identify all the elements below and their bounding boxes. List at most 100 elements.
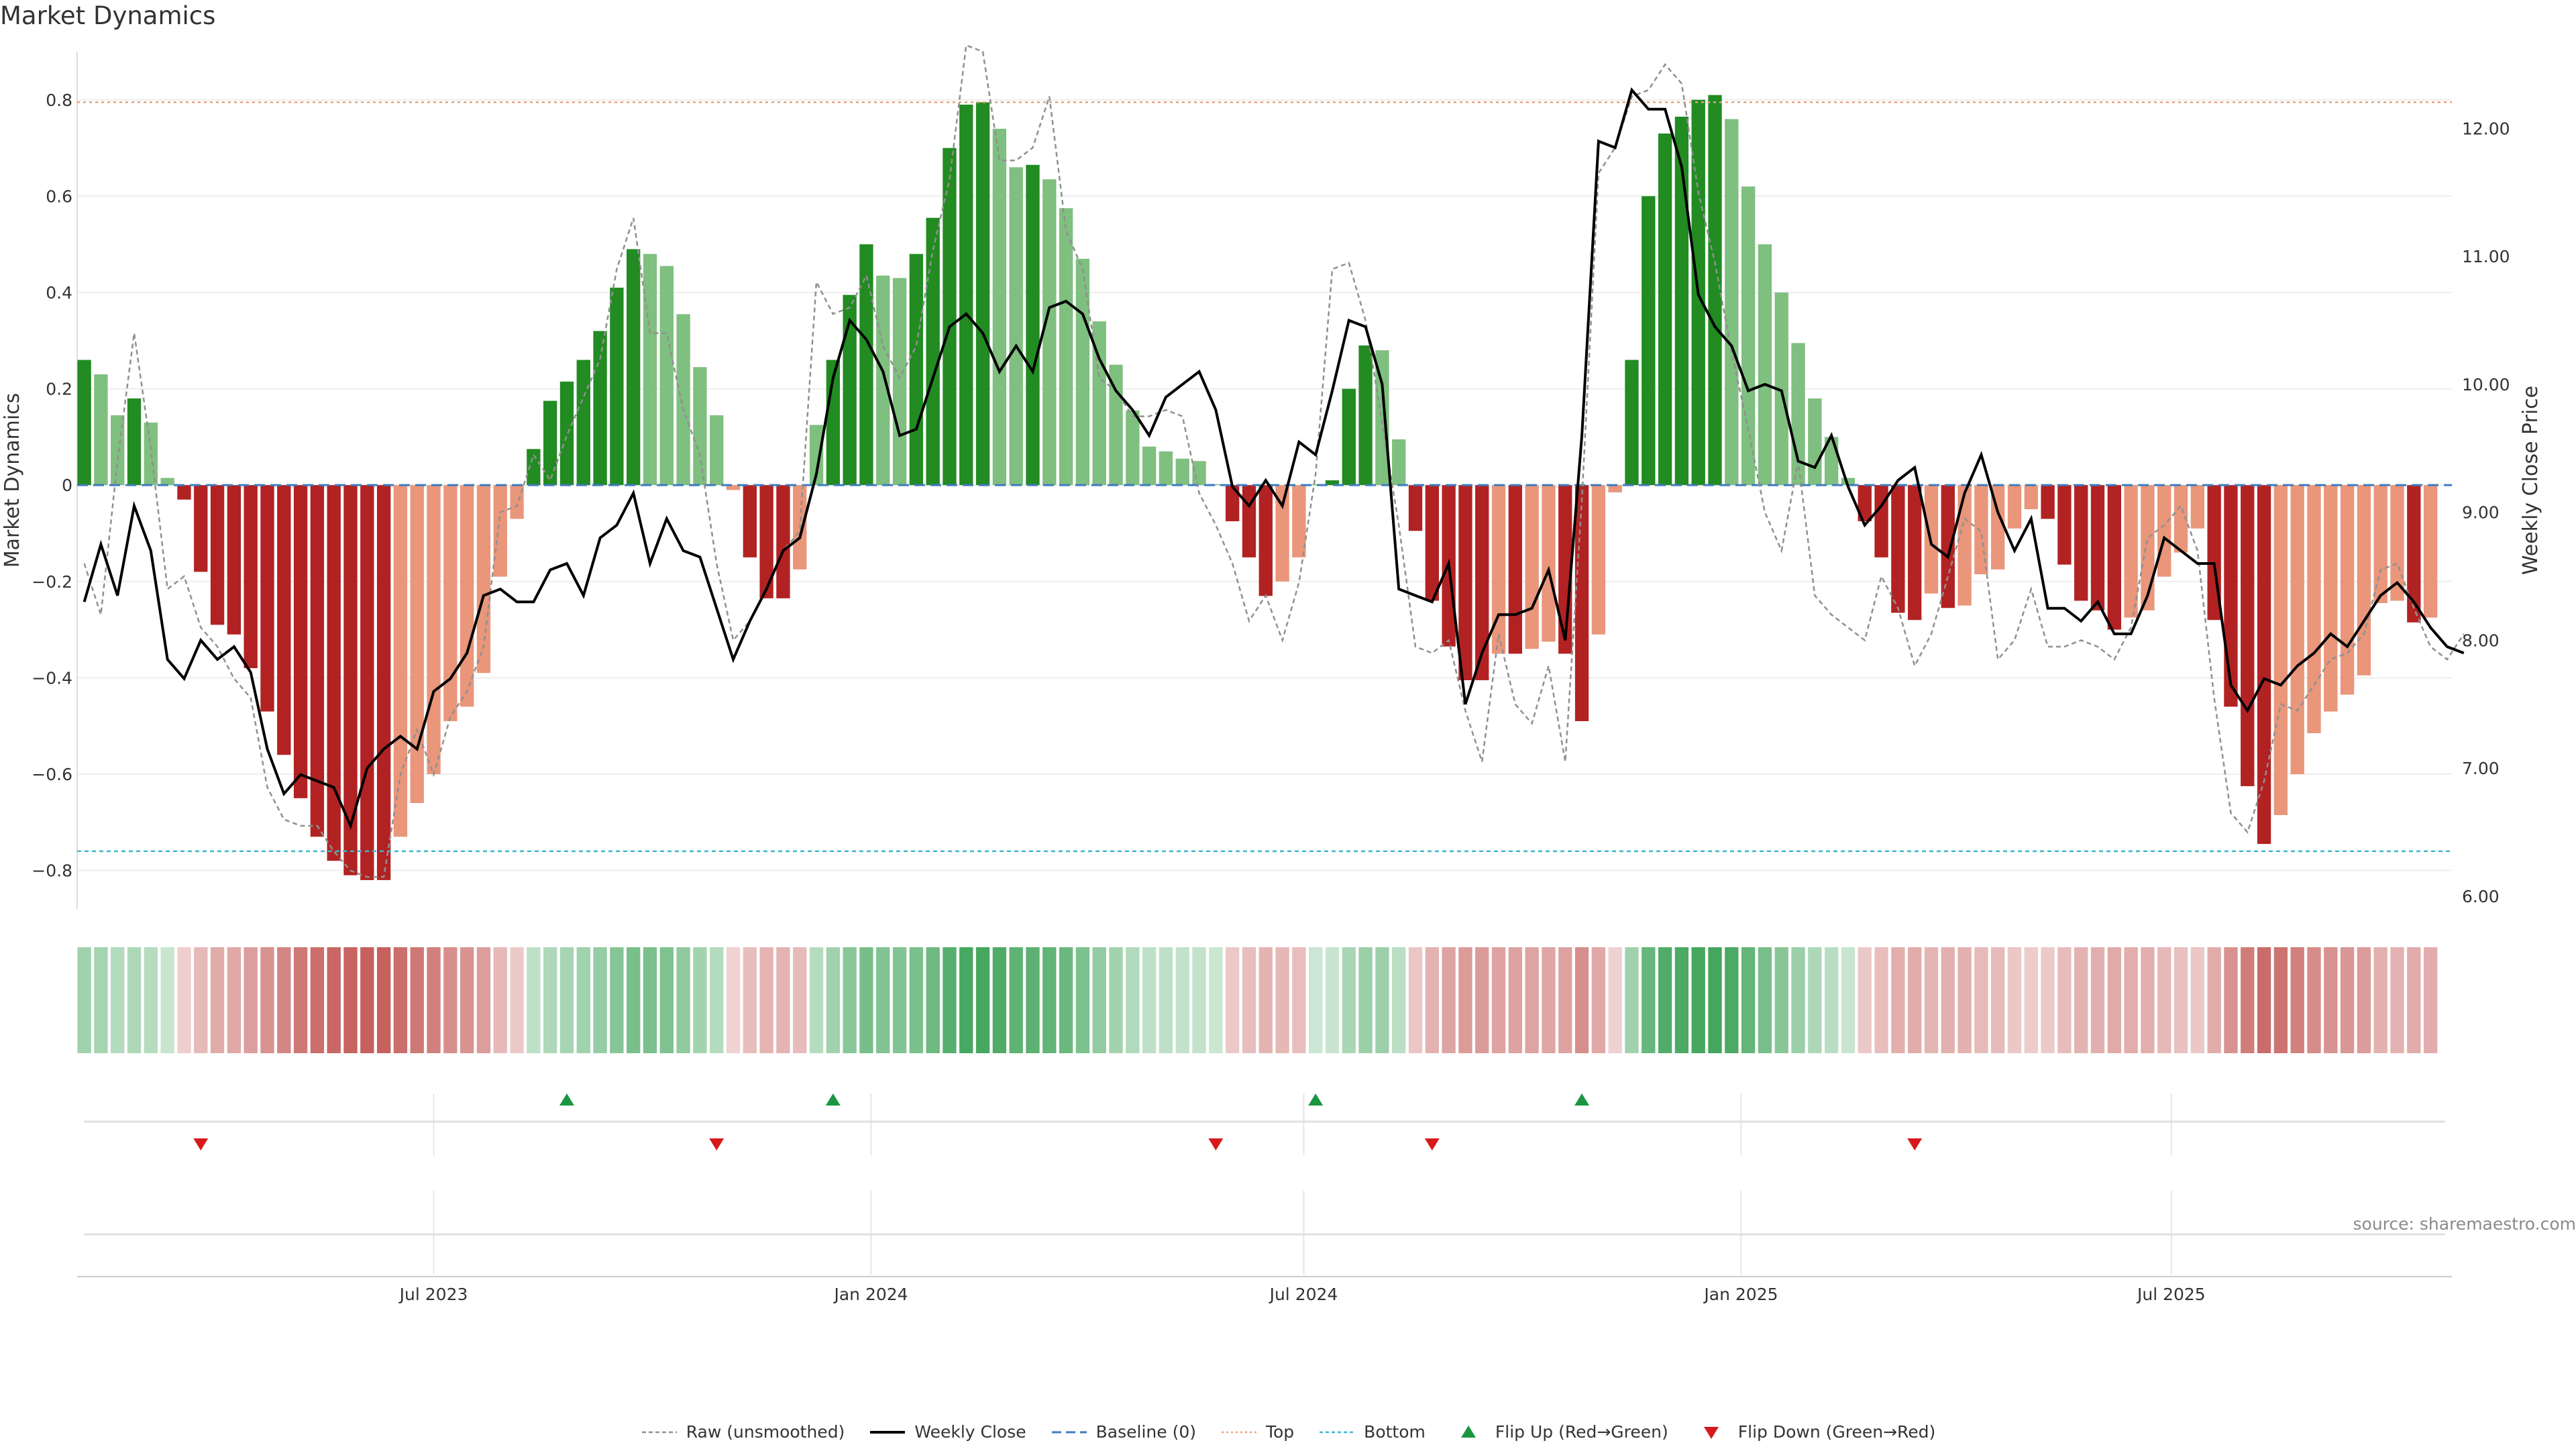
bar — [1192, 461, 1206, 486]
bar — [1741, 186, 1756, 486]
bar — [2257, 485, 2271, 845]
strip-cell — [1142, 947, 1157, 1053]
strip-cell — [1275, 947, 1289, 1053]
strip-cell — [1774, 947, 1788, 1053]
strip-cell — [1741, 947, 1756, 1053]
strip-cell — [376, 947, 391, 1053]
strip-cell — [2124, 947, 2138, 1053]
strip-cell — [1591, 947, 1606, 1053]
strip-cell — [1392, 947, 1406, 1053]
bar — [2107, 485, 2121, 630]
bar — [1974, 485, 1988, 575]
bar — [1026, 164, 1040, 486]
bar — [376, 485, 391, 880]
bar — [1542, 485, 1556, 642]
bar — [1642, 196, 1656, 486]
strip-cell — [759, 947, 773, 1053]
bar — [2407, 485, 2421, 623]
bar — [959, 104, 973, 486]
flip-down-marker — [193, 1138, 209, 1150]
strip-cell — [2340, 947, 2355, 1053]
bar — [1375, 350, 1389, 486]
bar — [1674, 116, 1689, 486]
strip-cell — [975, 947, 990, 1053]
bar — [2324, 485, 2338, 712]
strip-cell — [1192, 947, 1206, 1053]
strip-cell — [593, 947, 607, 1053]
bar — [1225, 485, 1240, 522]
bar — [1841, 478, 1856, 486]
bar — [2373, 485, 2387, 604]
bar — [2124, 485, 2138, 618]
bar — [1358, 345, 1373, 486]
strip-cell — [1075, 947, 1090, 1053]
source-note: source: sharemaestro.com — [2353, 1214, 2576, 1234]
legend-label: Top — [1265, 1422, 1295, 1442]
strip-cell — [1708, 947, 1722, 1053]
bar — [710, 415, 724, 486]
bar — [510, 485, 524, 519]
strip-cell — [2190, 947, 2205, 1053]
bar — [2307, 485, 2321, 733]
strip-cell — [2024, 947, 2038, 1053]
bar — [2273, 485, 2288, 815]
bar — [809, 425, 824, 486]
legend-label: Raw (unsmoothed) — [686, 1422, 845, 1442]
bar — [427, 485, 441, 774]
strip-cell — [1658, 947, 1672, 1053]
strip-cell — [2273, 947, 2288, 1053]
y-tick-label: 0.2 — [46, 380, 72, 399]
legend-label: Flip Down (Green→Red) — [1737, 1422, 1936, 1442]
weekly-close-line — [83, 87, 2465, 830]
strip-cell — [710, 947, 724, 1053]
strip-cell — [1242, 947, 1256, 1053]
bar — [2057, 485, 2072, 565]
strip-cell — [1009, 947, 1023, 1053]
bar — [1425, 485, 1439, 601]
strip-cell — [2057, 947, 2072, 1053]
strip-cell — [876, 947, 890, 1053]
bar — [2224, 485, 2238, 707]
legend-item: Raw (unsmoothed) — [641, 1422, 845, 1442]
y2-tick-label: 6.00 — [2462, 887, 2500, 906]
strip-cell — [1841, 947, 1856, 1053]
bar — [310, 485, 325, 837]
strip-cell — [177, 947, 191, 1053]
strip-cell — [1258, 947, 1273, 1053]
bar — [410, 485, 424, 804]
bar — [593, 331, 607, 486]
y-tick-label: −0.8 — [32, 861, 72, 881]
bar — [2074, 485, 2088, 601]
strip-cell — [1725, 947, 1739, 1053]
strip-cell — [1758, 947, 1772, 1053]
bar — [1658, 133, 1672, 486]
strip-cell — [943, 947, 957, 1053]
bar — [1242, 485, 1256, 557]
legend-swatch — [1703, 1426, 1719, 1439]
strip-cell — [992, 947, 1007, 1053]
strip-cell — [1408, 947, 1423, 1053]
strip-cell — [2107, 947, 2121, 1053]
x-tick-label: Jul 2023 — [398, 1285, 468, 1304]
bar — [2340, 485, 2355, 695]
bar — [576, 360, 590, 486]
strip-cell — [1791, 947, 1805, 1053]
bar — [627, 249, 641, 486]
bar — [2390, 485, 2404, 601]
bar — [443, 485, 458, 721]
bar — [1325, 480, 1340, 486]
bar — [1774, 292, 1788, 486]
strip-cell — [843, 947, 857, 1053]
strip-cell — [2390, 947, 2404, 1053]
legend-item: Flip Up (Red→Green) — [1450, 1422, 1668, 1442]
legend-label: Baseline (0) — [1095, 1422, 1196, 1442]
y2-tick-label: 7.00 — [2462, 759, 2500, 778]
strip-cell — [194, 947, 208, 1053]
strip-cell — [1808, 947, 1822, 1053]
strip-cell — [2074, 947, 2088, 1053]
bar — [1941, 485, 1955, 608]
bar — [543, 400, 557, 486]
strip-cell — [244, 947, 258, 1053]
strip-cell — [1225, 947, 1240, 1053]
strip-cell — [160, 947, 174, 1053]
